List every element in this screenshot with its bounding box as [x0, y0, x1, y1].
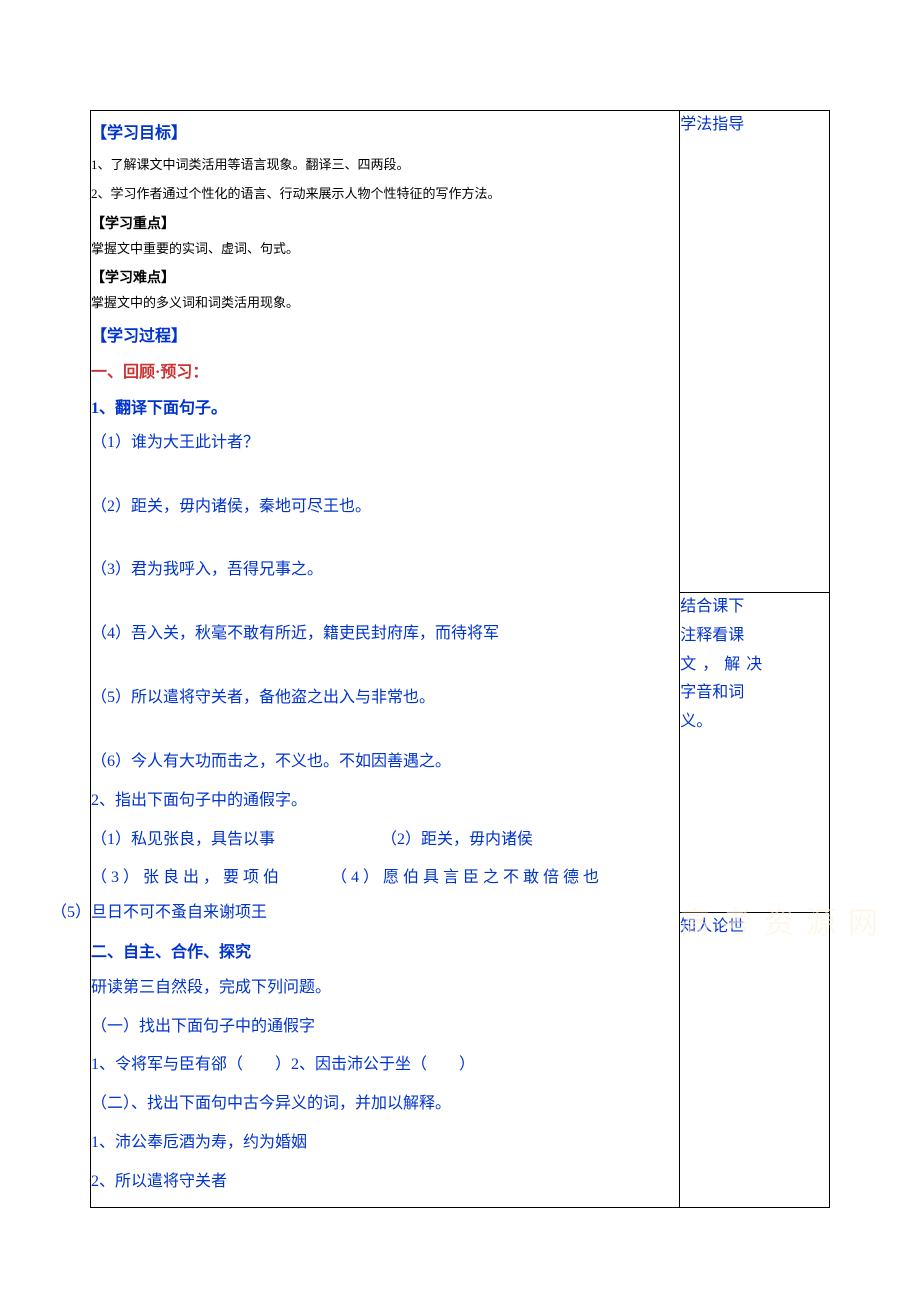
- q1-3: （3）君为我呼入，吾得兄事之。: [91, 557, 679, 583]
- sidebar-mid-line2: 注释看课: [680, 622, 829, 651]
- sidebar-mid-line5: 义。: [680, 708, 829, 737]
- sidebar-mid-line3: 文，解决: [680, 651, 829, 680]
- right-top-cell: 学法指导: [680, 111, 830, 593]
- q1-1: （1）谁为大王此计者？: [91, 430, 679, 456]
- q2-row1: （1）私见张良，具告以事 （2）距关，毋内诸侯: [91, 826, 679, 855]
- q1-2: （2）距关，毋内诸侯，秦地可尽王也。: [91, 494, 679, 520]
- q1-4: （4）吾入关，秋毫不敢有所近，籍吏民封府库，而待将军: [91, 621, 679, 647]
- heading-process: 【学习过程】: [91, 322, 679, 346]
- left-content-cell: 【学习目标】 1、了解课文中词类活用等语言现象。翻译三、四两段。 2、学习作者通…: [91, 111, 680, 1208]
- s2-q2-1: 1、沛公奉卮酒为寿，约为婚姻: [91, 1129, 679, 1158]
- q1-5: （5）所以遣将守关者，备他盗之出入与非常也。: [91, 685, 679, 711]
- q1-6: （6）今人有大功而击之，不义也。不如因善遇之。: [91, 748, 679, 777]
- difficulty-text: 掌握文中的多义词和词类活用现象。: [91, 293, 679, 314]
- section2-sub1: （一）找出下面句子中的通假字: [91, 1013, 679, 1042]
- q1-title: 1、翻译下面句子。: [91, 394, 679, 418]
- q2-1b: （2）距关，毋内诸侯: [381, 826, 679, 855]
- objective-2: 2、学习作者通过个性化的语言、行动来展示人物个性特征的写作方法。: [91, 184, 679, 205]
- heading-focus: 【学习重点】: [91, 213, 679, 233]
- sidebar-mid-line1: 结合课下: [680, 593, 829, 622]
- sidebar-bottom-label: 知人论世: [680, 913, 829, 942]
- section2-sub2: （二）、找出下面句中古今异义的词，并加以解释。: [91, 1090, 679, 1119]
- heading-objectives: 【学习目标】: [91, 119, 679, 143]
- heading-difficulty: 【学习难点】: [91, 267, 679, 287]
- section1-title: 一、回顾·预习：: [91, 358, 679, 382]
- focus-text: 掌握文中重要的实词、虚词、句式。: [91, 239, 679, 260]
- section2-title: 二、自主、合作、探究: [91, 938, 679, 962]
- q2-3: （5）旦日不可不蚤自来谢项王: [51, 900, 679, 926]
- q2-1a: （1）私见张良，具告以事: [91, 826, 381, 855]
- objective-1: 1、了解课文中词类活用等语言现象。翻译三、四两段。: [91, 155, 679, 176]
- q2-row2: （3）张良出，要项伯 （4）愿伯具言臣之不敢倍德也: [91, 865, 679, 891]
- q2-title: 2、指出下面句子中的通假字。: [91, 787, 679, 816]
- document-table: 【学习目标】 1、了解课文中词类活用等语言现象。翻译三、四两段。 2、学习作者通…: [90, 110, 830, 1208]
- q2-2b: （4）愿伯具言臣之不敢倍德也: [331, 865, 679, 891]
- right-mid-cell: 结合课下 注释看课 文，解决 字音和词 义。: [680, 593, 830, 913]
- section2-intro: 研读第三自然段，完成下列问题。: [91, 974, 679, 1003]
- right-bottom-cell: 知人论世: [680, 913, 830, 1208]
- sidebar-mid-line4: 字音和词: [680, 679, 829, 708]
- s2-q1: 1、令将军与臣有郤（ ）2、因击沛公于坐（ ）: [91, 1051, 679, 1080]
- sidebar-top-label: 学法指导: [680, 111, 829, 140]
- q2-2a: （3）张良出，要项伯: [91, 865, 331, 891]
- s2-q2-2: 2、所以遣将守关者: [91, 1168, 679, 1197]
